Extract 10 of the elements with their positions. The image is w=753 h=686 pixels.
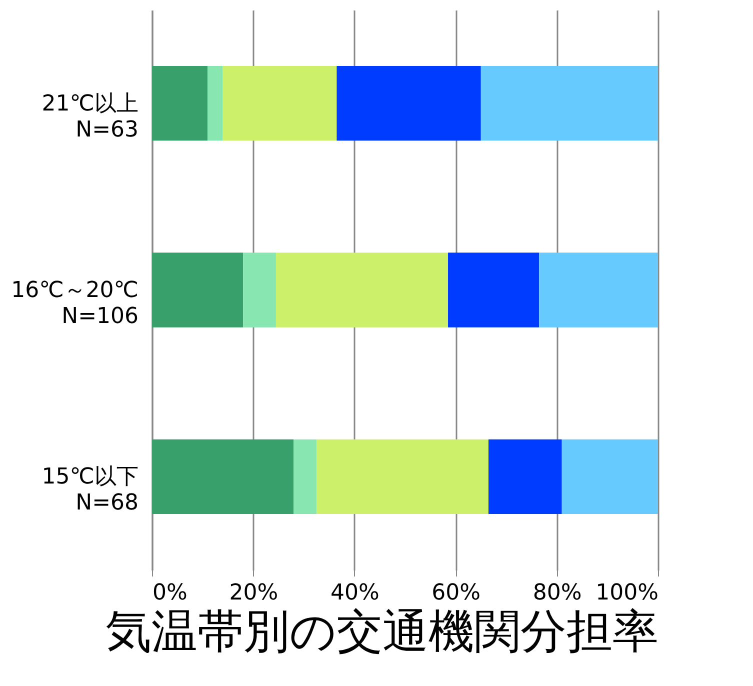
x-tick-label: 80% <box>532 580 582 606</box>
y-tick-label: 15℃以下 N=68 <box>42 464 138 516</box>
y-tick-label: 16℃～20℃ N=106 <box>11 278 138 329</box>
x-tick-label: 100% <box>596 580 658 606</box>
x-tick-label: 20% <box>229 580 278 606</box>
x-tick-label: 60% <box>432 580 481 606</box>
x-tick-label: 0% <box>152 580 188 606</box>
x-tick-label: 40% <box>330 580 380 606</box>
text: 気温帯別の交通機関分担率 <box>106 604 658 658</box>
y-tick-label: 21℃以上 N=63 <box>42 91 138 142</box>
